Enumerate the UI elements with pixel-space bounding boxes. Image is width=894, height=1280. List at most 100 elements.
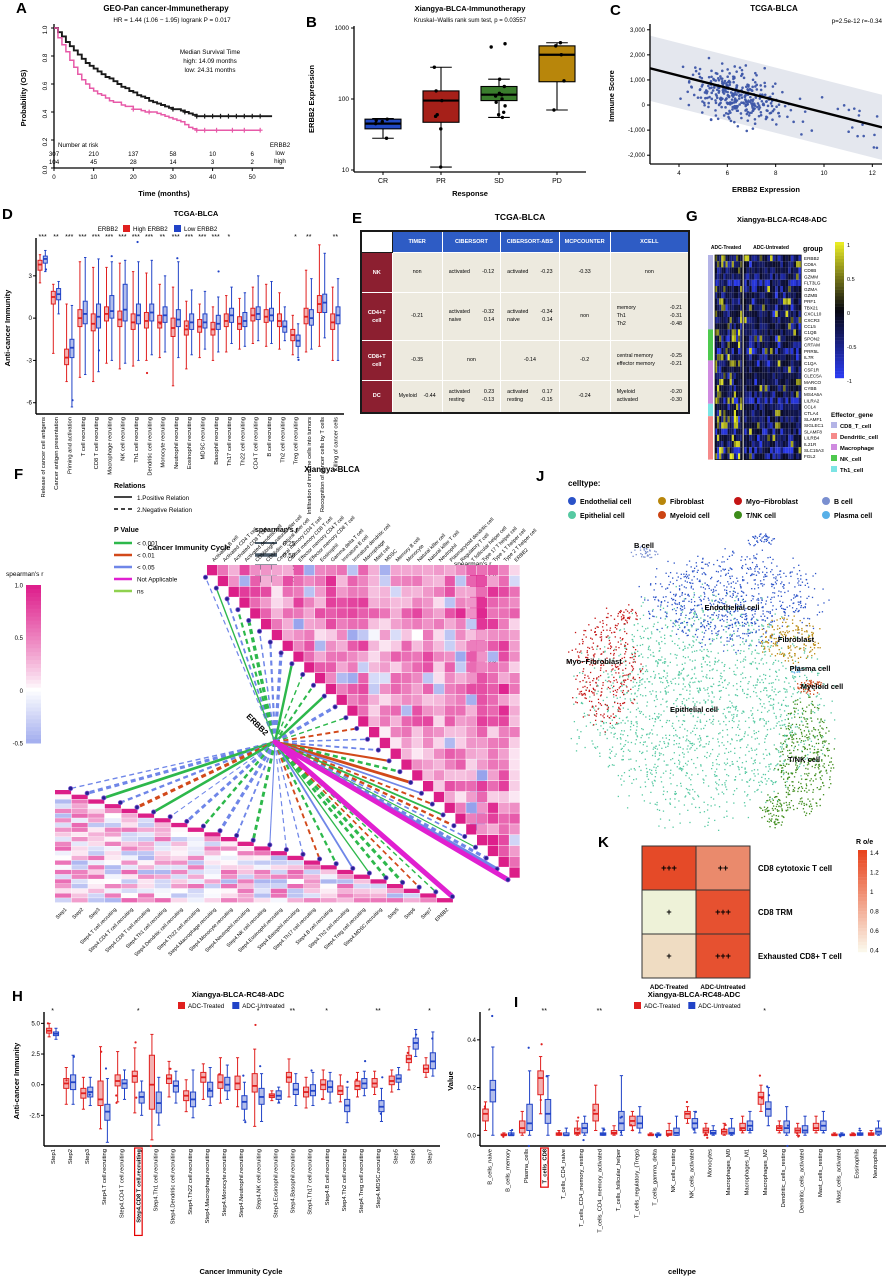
heatmap-cell (719, 379, 722, 386)
colorbar-segment (835, 333, 844, 338)
heatmap-cell (715, 267, 718, 274)
cell-dot (753, 773, 755, 775)
heatmap-cell (717, 434, 720, 441)
heatmap-cell (788, 348, 791, 355)
heatmap-cell (764, 385, 768, 392)
heatmap-cell (796, 379, 799, 386)
cell-dot (620, 640, 622, 642)
diagonal-node (386, 758, 392, 764)
heatmap-cell (798, 372, 802, 379)
cell-dot (594, 709, 596, 711)
cell-dot (684, 728, 686, 730)
relation-link (274, 695, 326, 743)
data-point (706, 96, 709, 100)
heatmap-cell (736, 403, 739, 410)
cell-dot (663, 634, 666, 636)
corr-cell (401, 694, 412, 705)
corr-cell (466, 651, 477, 662)
heatmap-cell (798, 403, 802, 410)
corr-cell (104, 893, 121, 898)
heatmap-cell (777, 317, 781, 324)
cell-dot (774, 581, 777, 583)
heatmap-cell (717, 323, 720, 330)
heatmap-cell (757, 379, 760, 386)
column-header: MCPCOUNTER (558, 230, 611, 254)
cell-dot (763, 719, 765, 722)
diagonal-node (310, 682, 316, 688)
cell-dot (682, 765, 685, 768)
heatmap-cell (772, 304, 776, 311)
corr-cell (477, 683, 488, 695)
corr-cell (433, 575, 445, 587)
corr-cell (287, 865, 304, 870)
cell-dot (703, 801, 705, 803)
heatmap-cell (721, 273, 724, 280)
corr-cell (71, 813, 88, 818)
data-point (759, 84, 762, 87)
corr-cell (466, 597, 477, 608)
cell-dot (654, 803, 656, 805)
cell-dot (793, 676, 796, 678)
cell-dot (613, 696, 615, 698)
cell-dot (779, 708, 781, 711)
outlier-point (97, 349, 101, 352)
corr-cell (433, 629, 445, 641)
heatmap-cell (759, 360, 763, 367)
heatmap-cell (798, 298, 802, 305)
corr-cell (55, 851, 72, 856)
data-point (753, 80, 757, 84)
cell-dot (661, 747, 663, 750)
corr-cell (293, 597, 304, 608)
corr-cell (455, 770, 466, 781)
corr-cell (221, 884, 238, 889)
cell-dot (784, 718, 786, 721)
cell-dot (785, 705, 788, 707)
heatmap-cell (759, 273, 763, 280)
x-category-label: Priming and activation (67, 417, 73, 474)
data-point (385, 117, 389, 121)
cell-dot (709, 643, 711, 645)
cell-dot (754, 687, 756, 689)
corr-cell (498, 791, 509, 803)
cell-dot (695, 616, 697, 618)
heatmap-cell (759, 292, 763, 299)
cell-dot (685, 570, 688, 573)
gene-label: LILRA2 (804, 398, 820, 403)
corr-cell (320, 893, 337, 898)
heatmap-cell (793, 416, 796, 423)
cell-dot (770, 763, 772, 765)
heatmap-cell (780, 261, 783, 268)
corr-cell (138, 893, 155, 898)
heatmap-cell (736, 434, 739, 441)
heatmap-cell (749, 261, 752, 268)
heatmap-cell (772, 292, 776, 299)
cell-dot (748, 625, 750, 627)
panel-title: Xiangya-BLCA (304, 465, 360, 474)
colorbar-segment (835, 262, 844, 266)
gene-label: C1QB (804, 330, 817, 335)
cell-dot (728, 694, 730, 696)
corr-cell (270, 893, 287, 898)
corr-cell (433, 640, 445, 651)
heatmap-cell (777, 329, 781, 336)
cell-dot (782, 773, 785, 776)
column-group-label: ADC-Treated (711, 245, 741, 251)
x-category-label: SD (494, 178, 504, 185)
heatmap-cell (725, 273, 728, 280)
heatmap-cell (727, 397, 730, 404)
data-point (715, 94, 718, 97)
cell-dot (749, 778, 752, 780)
heatmap-cell (733, 255, 736, 262)
cell-dot (774, 613, 776, 615)
cell-dot (770, 779, 772, 782)
cell-dot (714, 771, 716, 773)
cell-dot (702, 675, 704, 678)
heatmap-cell (725, 379, 728, 386)
heatmap-cell (783, 391, 786, 398)
median-survival-low: low: 24.31 months (184, 67, 235, 74)
cell-dot (739, 740, 741, 742)
heatmap-cell (725, 298, 728, 305)
corr-cell (104, 869, 121, 875)
cell-dot (623, 644, 626, 646)
cell-dot (750, 644, 752, 646)
